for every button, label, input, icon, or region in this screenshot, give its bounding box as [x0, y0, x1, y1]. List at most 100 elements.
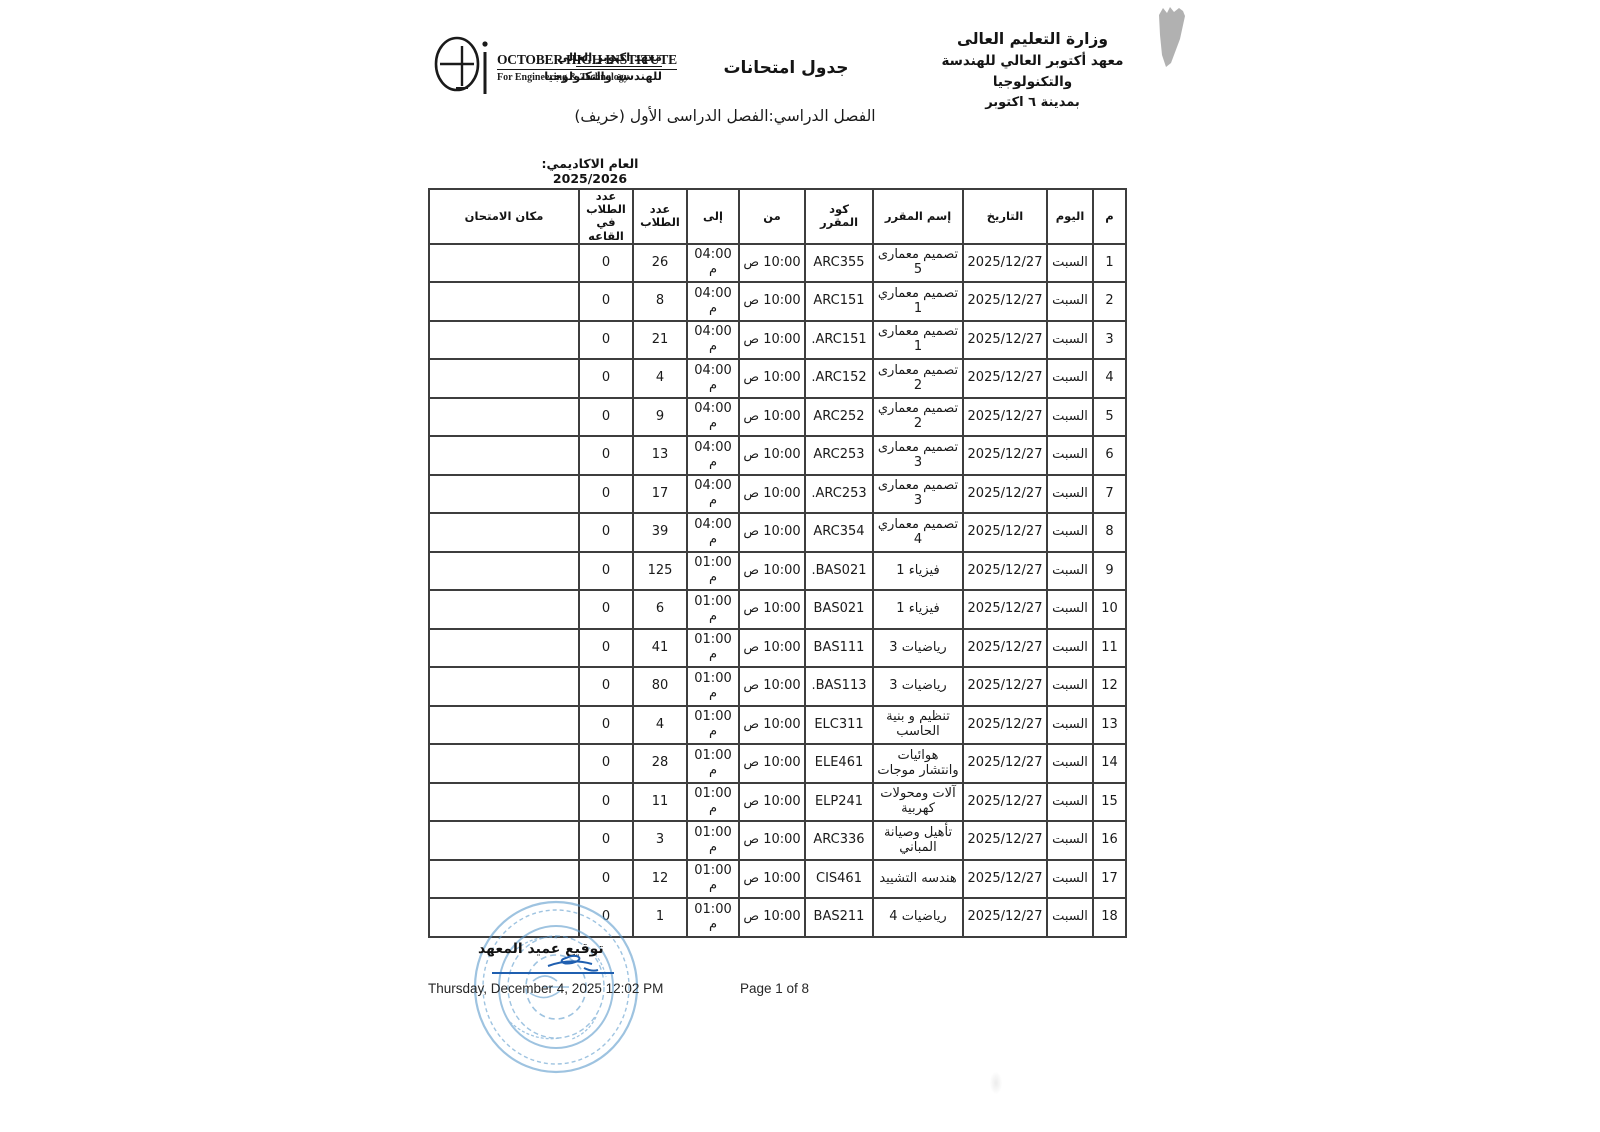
exam-schedule-table-wrap: مكان الامتحان عدد الطلاب في القاعه عدد ا…	[428, 188, 1127, 938]
cell-day: السبت	[1046, 435, 1094, 476]
cell-date: 2025/12/27	[962, 473, 1048, 515]
cell-date: 2025/12/27	[962, 589, 1048, 630]
cell-day: السبت	[1046, 319, 1094, 361]
ministry-header: وزارة التعليم العالى معهد أكتوبر العالي …	[905, 28, 1160, 113]
cell-to: 04:00 م	[686, 435, 740, 476]
cell-date: 2025/12/27	[962, 319, 1048, 361]
cell-num: 14	[1092, 743, 1127, 784]
cell-date: 2025/12/27	[962, 281, 1048, 322]
dean-signature	[488, 952, 620, 985]
ministry-line3: بمدينة ٦ اكتوبر	[985, 95, 1080, 110]
cell-code: BAS021	[804, 589, 874, 630]
cell-date: 2025/12/27	[962, 666, 1048, 707]
cell-location	[428, 281, 580, 322]
table-row: 0 4 04:00 م 10:00 ص .ARC152 تصميم معمارى 2 202…	[428, 358, 1127, 399]
cell-date: 2025/12/27	[962, 704, 1048, 746]
cell-num: 13	[1092, 704, 1127, 746]
header-course-code: كود المقرر	[804, 188, 874, 245]
cell-location	[428, 704, 580, 746]
exam-schedule-table: مكان الامتحان عدد الطلاب في القاعه عدد ا…	[428, 188, 1127, 938]
cell-course: تنظيم و بنية الحاسب	[872, 704, 964, 746]
cell-code: .ARC152	[804, 358, 874, 399]
cell-num: 12	[1092, 666, 1127, 707]
cell-num: 16	[1092, 820, 1127, 861]
cell-in_hall: 0	[578, 281, 634, 322]
cell-in_hall: 0	[578, 820, 634, 861]
cell-day: السبت	[1046, 396, 1094, 438]
cell-num: 11	[1092, 627, 1127, 669]
table-row: 0 28 01:00 م 10:00 ص ELE461 هوائيات وانتشار م…	[428, 743, 1127, 784]
cell-day: السبت	[1046, 704, 1094, 746]
table-row: 0 8 04:00 م 10:00 ص ARC151 تصميم معماري 1 2025…	[428, 281, 1127, 322]
cell-day: السبت	[1046, 550, 1094, 592]
cell-num: 7	[1092, 473, 1127, 515]
cell-num: 2	[1092, 281, 1127, 322]
cell-course: تصميم معمارى 5	[872, 242, 964, 284]
cell-location	[428, 550, 580, 592]
cell-num: 6	[1092, 435, 1127, 476]
cell-location	[428, 666, 580, 707]
semester-line: الفصل الدراسي:الفصل الدراسى الأول (خريف)	[574, 107, 876, 125]
cell-students: 125	[632, 550, 688, 592]
cell-from: 10:00 ص	[738, 666, 806, 707]
cell-date: 2025/12/27	[962, 435, 1048, 476]
cell-code: ELP241	[804, 781, 874, 823]
header-row-number: م	[1092, 188, 1127, 245]
cell-to: 01:00 م	[686, 858, 740, 900]
header-exam-location: مكان الامتحان	[428, 188, 580, 245]
cell-from: 10:00 ص	[738, 743, 806, 784]
cell-day: السبت	[1046, 897, 1094, 938]
table-row: 0 3 01:00 م 10:00 ص ARC336 تأهيل وصيانة المبا…	[428, 820, 1127, 861]
table-row: 0 80 01:00 م 10:00 ص .BAS113 رياضيات 3 2025/12…	[428, 666, 1127, 707]
cell-day: السبت	[1046, 281, 1094, 322]
logo-name-en: OCTOBER HIGH INSTITUTE	[497, 52, 677, 70]
cell-code: ARC252	[804, 396, 874, 438]
table-row: 0 125 01:00 م 10:00 ص .BAS021 فيزياء 1 2025/12…	[428, 550, 1127, 592]
table-row: 0 12 01:00 م 10:00 ص CIS461 هندسه التشييد 2025…	[428, 858, 1127, 900]
logo-sub-en: For Engineering & Technology	[497, 72, 629, 83]
cell-to: 01:00 م	[686, 550, 740, 592]
cell-students: 3	[632, 820, 688, 861]
cell-date: 2025/12/27	[962, 858, 1048, 900]
cell-location	[428, 242, 580, 284]
cell-day: السبت	[1046, 358, 1094, 399]
cell-location	[428, 820, 580, 861]
cell-course: هوائيات وانتشار موجات	[872, 743, 964, 784]
cell-in_hall: 0	[578, 858, 634, 900]
cell-to: 01:00 م	[686, 589, 740, 630]
cell-in_hall: 0	[578, 627, 634, 669]
cell-to: 04:00 م	[686, 319, 740, 361]
cell-to: 01:00 م	[686, 666, 740, 707]
cell-from: 10:00 ص	[738, 820, 806, 861]
cell-location	[428, 781, 580, 823]
cell-num: 5	[1092, 396, 1127, 438]
cell-to: 01:00 م	[686, 743, 740, 784]
table-row: 0 17 04:00 م 10:00 ص .ARC253 تصميم معمارى 3 20…	[428, 473, 1127, 515]
logo-text-block: OCTOBER HIGH INSTITUTE For Engineering &…	[497, 52, 677, 83]
cell-location	[428, 512, 580, 553]
cell-location	[428, 396, 580, 438]
cell-num: 8	[1092, 512, 1127, 553]
cell-num: 4	[1092, 358, 1127, 399]
header-to: إلى	[686, 188, 740, 245]
logo-text-arabic: معهد اكتوبر العالى للهندسة والتكنولوجيا	[544, 50, 662, 83]
table-row: 0 9 04:00 م 10:00 ص ARC252 تصميم معماري 2 2025…	[428, 396, 1127, 438]
academic-year-value: 2025/2026	[552, 171, 628, 186]
cell-from: 10:00 ص	[738, 858, 806, 900]
cell-to: 04:00 م	[686, 396, 740, 438]
cell-from: 10:00 ص	[738, 627, 806, 669]
cell-day: السبت	[1046, 858, 1094, 900]
cell-day: السبت	[1046, 473, 1094, 515]
cell-code: ELC311	[804, 704, 874, 746]
cell-day: السبت	[1046, 781, 1094, 823]
document-title: جدول امتحانات	[723, 58, 849, 78]
cell-date: 2025/12/27	[962, 781, 1048, 823]
cell-from: 10:00 ص	[738, 358, 806, 399]
cell-location	[428, 897, 580, 938]
exam-table-body: 0 26 04:00 م 10:00 ص ARC355 تصميم معمارى 5 202…	[428, 242, 1127, 938]
cell-date: 2025/12/27	[962, 743, 1048, 784]
cell-to: 01:00 م	[686, 704, 740, 746]
cell-course: فيزياء 1	[872, 589, 964, 630]
cell-code: ARC355	[804, 242, 874, 284]
